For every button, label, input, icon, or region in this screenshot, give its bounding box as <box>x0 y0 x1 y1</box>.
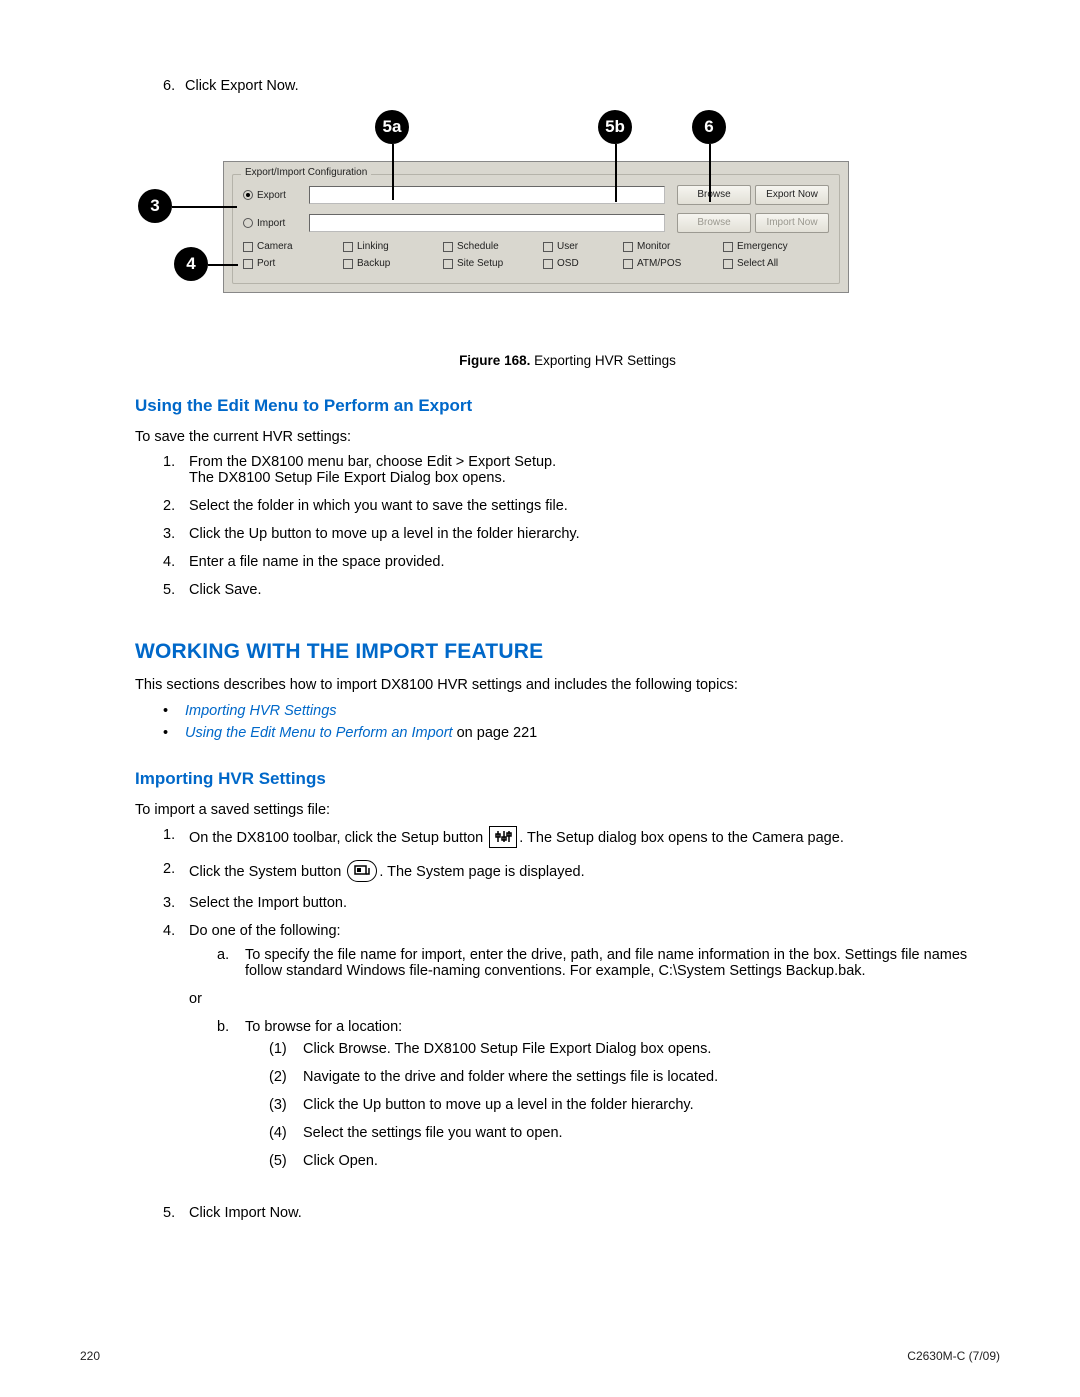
import-now-button: Import Now <box>755 213 829 233</box>
p-save-current: To save the current HVR settings: <box>135 426 1000 448</box>
p-import-intro: This sections describes how to import DX… <box>135 674 1000 696</box>
setup-icon <box>489 826 517 848</box>
chk-selectall[interactable]: Select All <box>723 258 823 269</box>
export-import-dialog: Export/Import Configuration Export Brows… <box>223 161 849 293</box>
callout-4: 4 <box>174 247 208 281</box>
step-6-text: Click Export Now. <box>185 78 299 94</box>
callout-5a: 5a <box>375 110 409 144</box>
export-now-button[interactable]: Export Now <box>755 185 829 205</box>
callout-6: 6 <box>692 110 726 144</box>
chk-emergency[interactable]: Emergency <box>723 241 823 252</box>
export-path-input[interactable] <box>309 186 665 204</box>
import-topics-list: Importing HVR Settings Using the Edit Me… <box>163 703 1000 741</box>
browse-button-import: Browse <box>677 213 751 233</box>
page-footer: 220 C2630M-C (7/09) <box>80 1349 1000 1363</box>
heading-edit-menu-export: Using the Edit Menu to Perform an Export <box>135 396 1000 416</box>
chk-sitesetup[interactable]: Site Setup <box>443 258 543 269</box>
export-steps-list: 1.From the DX8100 menu bar, choose Edit … <box>163 454 1000 598</box>
heading-import-feature: WORKING WITH THE IMPORT FEATURE <box>135 640 1000 664</box>
import-path-input[interactable] <box>309 214 665 232</box>
checkbox-grid: Camera Linking Schedule User Monitor Eme… <box>243 241 829 275</box>
import-steps-list: 1. On the DX8100 toolbar, click the Setu… <box>163 827 1000 1221</box>
browse-button-export[interactable]: Browse <box>677 185 751 205</box>
link-edit-menu-import[interactable]: Using the Edit Menu to Perform an Import <box>185 725 453 741</box>
step-6-num: 6. <box>163 78 185 94</box>
figure-block: 5a 5b 6 3 4 Export/Import Configuration … <box>130 116 1000 341</box>
chk-linking[interactable]: Linking <box>343 241 443 252</box>
p-import-saved: To import a saved settings file: <box>135 799 1000 821</box>
chk-camera[interactable]: Camera <box>243 241 343 252</box>
chk-user[interactable]: User <box>543 241 623 252</box>
doc-id: C2630M-C (7/09) <box>907 1349 1000 1363</box>
page-number: 220 <box>80 1349 100 1363</box>
groupbox-label: Export/Import Configuration <box>241 167 371 178</box>
chk-osd[interactable]: OSD <box>543 258 623 269</box>
step-6: 6.Click Export Now. <box>163 78 1000 94</box>
radio-import[interactable]: Import <box>243 218 309 229</box>
chk-backup[interactable]: Backup <box>343 258 443 269</box>
chk-atmpos[interactable]: ATM/POS <box>623 258 723 269</box>
figure-caption: Figure 168. Exporting HVR Settings <box>135 353 1000 368</box>
radio-export[interactable]: Export <box>243 190 309 201</box>
system-icon <box>347 860 377 882</box>
chk-port[interactable]: Port <box>243 258 343 269</box>
chk-schedule[interactable]: Schedule <box>443 241 543 252</box>
callout-3: 3 <box>138 189 172 223</box>
callout-5b: 5b <box>598 110 632 144</box>
heading-importing-hvr: Importing HVR Settings <box>135 769 1000 789</box>
link-importing-hvr[interactable]: Importing HVR Settings <box>185 703 337 719</box>
chk-monitor[interactable]: Monitor <box>623 241 723 252</box>
